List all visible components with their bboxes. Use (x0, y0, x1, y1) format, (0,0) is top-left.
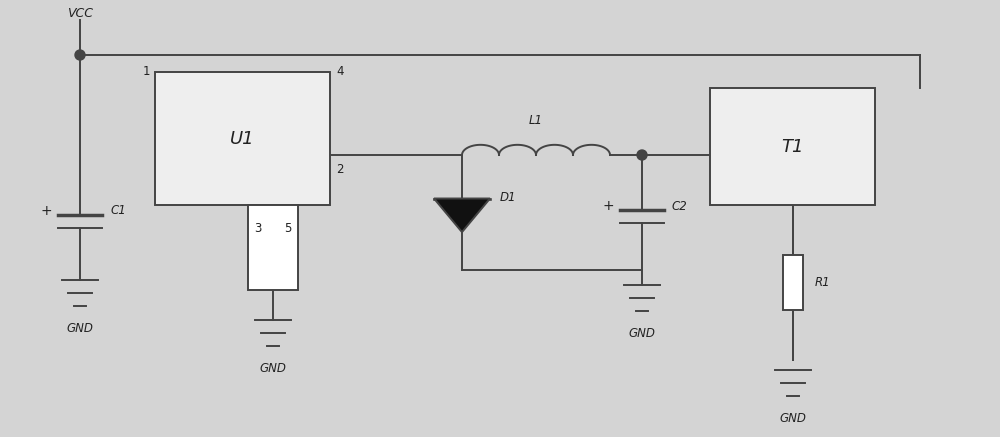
Bar (782, 255, 802, 310)
Text: +: + (40, 204, 52, 218)
Text: GND: GND (67, 322, 93, 335)
Text: 3: 3 (254, 222, 262, 235)
Bar (155, 72, 330, 205)
Text: 4: 4 (336, 65, 344, 78)
Bar (710, 88, 875, 205)
Text: C1: C1 (110, 205, 126, 218)
Text: +: + (602, 199, 614, 213)
Text: U1: U1 (230, 129, 255, 148)
Text: D1: D1 (500, 191, 516, 204)
Text: VCC: VCC (67, 7, 93, 20)
Circle shape (75, 50, 85, 60)
Bar (248, 205, 298, 290)
Text: T1: T1 (781, 138, 804, 156)
Circle shape (637, 150, 647, 160)
Text: 1: 1 (143, 65, 150, 78)
Polygon shape (434, 198, 490, 232)
Text: C2: C2 (672, 200, 688, 212)
Text: 5: 5 (284, 222, 292, 235)
Text: GND: GND (629, 327, 655, 340)
Text: R1: R1 (814, 276, 830, 289)
Text: GND: GND (779, 412, 806, 425)
Text: GND: GND (260, 362, 286, 375)
Text: L1: L1 (529, 114, 543, 127)
Text: 2: 2 (336, 163, 344, 176)
